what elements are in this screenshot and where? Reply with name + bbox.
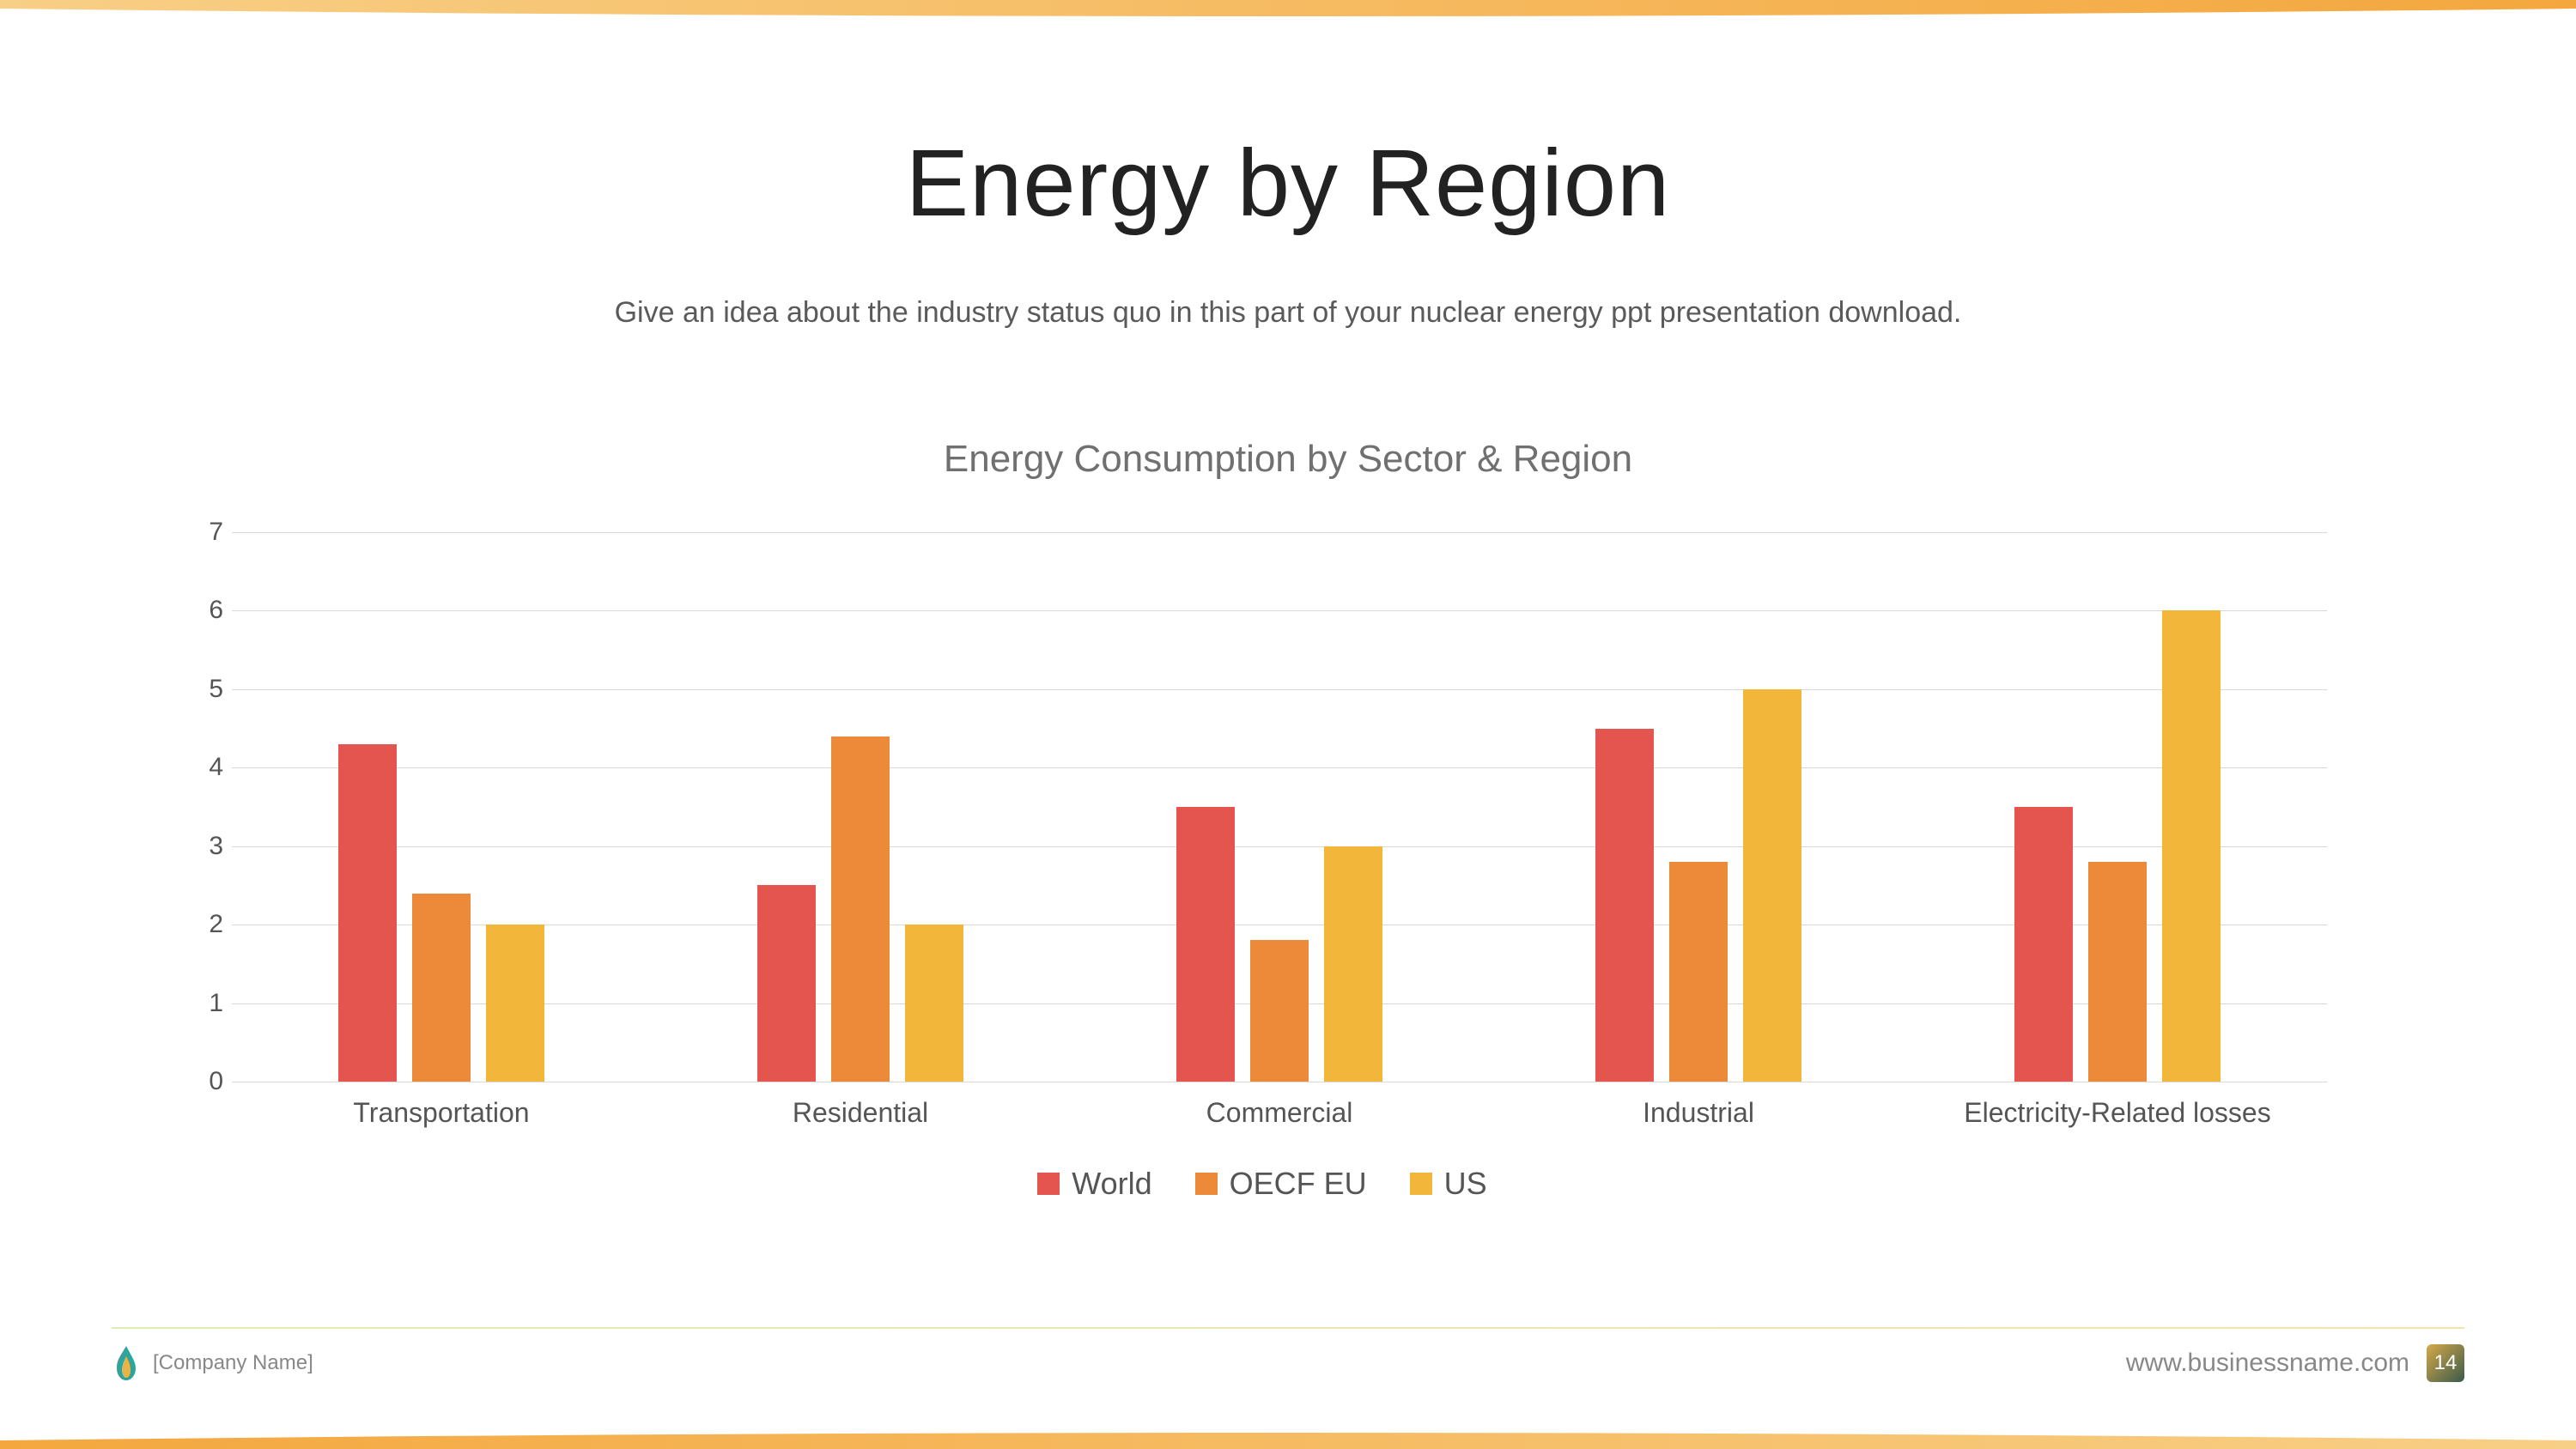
chart-bar-group <box>651 532 1070 1082</box>
legend-swatch-icon <box>1410 1173 1432 1195</box>
top-border-decor <box>0 0 2576 21</box>
company-brand: [Company Name] <box>112 1344 313 1382</box>
chart-bar <box>2162 610 2221 1082</box>
legend-label: US <box>1444 1166 1487 1202</box>
chart-bar <box>757 885 816 1082</box>
footer-right: www.businessname.com 14 <box>2126 1344 2464 1382</box>
chart-x-axis-labels: TransportationResidentialCommercialIndus… <box>232 1097 2327 1129</box>
chart-y-tick-label: 5 <box>180 675 223 704</box>
legend-swatch-icon <box>1195 1173 1218 1195</box>
chart-legend-item: OECF EU <box>1195 1166 1367 1202</box>
chart-title: Energy Consumption by Sector & Region <box>0 438 2576 481</box>
chart-bar <box>1176 807 1235 1082</box>
chart-bar-group <box>1070 532 1489 1082</box>
chart-plot-area: 01234567 <box>232 532 2327 1082</box>
footer-divider <box>112 1327 2464 1329</box>
chart-x-tick-label: Electricity-Related losses <box>1908 1097 2327 1129</box>
chart-bar <box>831 737 890 1082</box>
bottom-border-decor <box>0 1428 2576 1449</box>
chart-y-tick-label: 7 <box>180 518 223 547</box>
chart-legend-item: World <box>1037 1166 1151 1202</box>
chart-bar <box>412 894 471 1082</box>
chart-bar <box>905 925 963 1082</box>
chart-bar <box>2014 807 2073 1082</box>
chart-bar <box>338 744 397 1082</box>
company-name-label: [Company Name] <box>153 1351 313 1375</box>
footer: [Company Name] www.businessname.com 14 <box>112 1337 2464 1389</box>
chart-y-tick-label: 3 <box>180 832 223 861</box>
slide-subtitle: Give an idea about the industry status q… <box>0 296 2576 330</box>
chart-y-tick-label: 1 <box>180 989 223 1018</box>
chart-y-tick-label: 2 <box>180 910 223 939</box>
legend-swatch-icon <box>1037 1173 1060 1195</box>
flame-icon <box>112 1344 141 1382</box>
slide: Energy by Region Give an idea about the … <box>0 0 2576 1449</box>
chart-bar-groups <box>232 532 2327 1082</box>
chart-y-tick-label: 6 <box>180 596 223 625</box>
chart-bar-group <box>232 532 651 1082</box>
chart-bar <box>1324 846 1382 1082</box>
chart-legend: World OECF EU US <box>180 1166 2344 1202</box>
chart-bar <box>1669 862 1728 1082</box>
chart-y-tick-label: 4 <box>180 753 223 782</box>
chart-bar <box>486 925 544 1082</box>
chart-bar <box>2088 862 2147 1082</box>
chart-x-tick-label: Commercial <box>1070 1097 1489 1129</box>
chart-legend-item: US <box>1410 1166 1487 1202</box>
legend-label: OECF EU <box>1230 1166 1367 1202</box>
chart-bar-group <box>1489 532 1908 1082</box>
chart-y-tick-label: 0 <box>180 1067 223 1096</box>
chart-bar-group <box>1908 532 2327 1082</box>
chart-x-tick-label: Transportation <box>232 1097 651 1129</box>
page-number-badge: 14 <box>2427 1344 2464 1382</box>
chart-bar <box>1743 689 1801 1082</box>
slide-title: Energy by Region <box>0 129 2576 238</box>
legend-label: World <box>1072 1166 1151 1202</box>
website-label: www.businessname.com <box>2126 1349 2409 1378</box>
chart-bar <box>1250 940 1309 1082</box>
chart: 01234567 TransportationResidentialCommer… <box>180 515 2344 1219</box>
chart-x-tick-label: Industrial <box>1489 1097 1908 1129</box>
chart-x-tick-label: Residential <box>651 1097 1070 1129</box>
chart-bar <box>1595 729 1654 1082</box>
